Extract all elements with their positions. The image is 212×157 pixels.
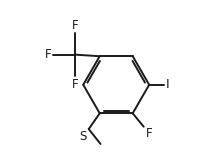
Text: I: I	[166, 78, 170, 91]
Text: F: F	[72, 78, 79, 91]
Text: F: F	[45, 48, 52, 61]
Text: S: S	[80, 130, 87, 143]
Text: F: F	[146, 127, 152, 141]
Text: F: F	[72, 19, 79, 32]
